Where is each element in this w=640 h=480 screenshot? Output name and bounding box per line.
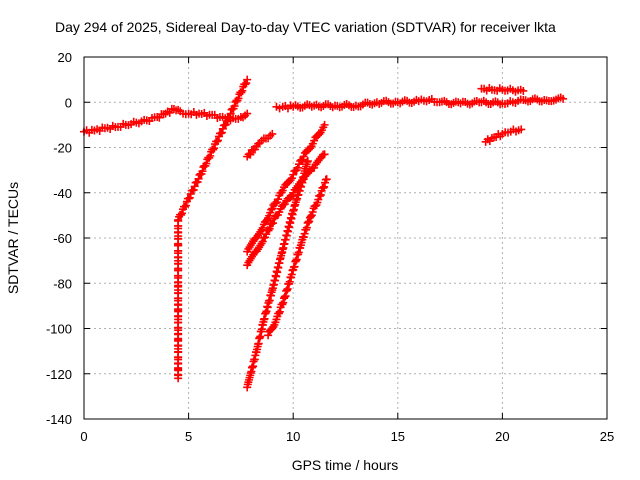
grid: [84, 57, 607, 419]
x-tick-label: 20: [495, 429, 509, 444]
data-point: [320, 120, 329, 129]
data-point: [316, 190, 325, 199]
data-points: [80, 75, 568, 392]
series: [272, 93, 568, 113]
series: [264, 175, 331, 340]
data-point: [269, 219, 278, 228]
x-tick-label: 10: [286, 429, 300, 444]
data-point: [182, 197, 191, 206]
data-point: [196, 169, 205, 178]
data-point: [191, 178, 200, 187]
series: [174, 75, 252, 383]
data-point: [278, 300, 287, 309]
y-tick-label: -60: [53, 231, 72, 246]
data-point: [246, 150, 255, 159]
data-point: [204, 153, 213, 162]
data-point: [207, 147, 216, 156]
data-point: [268, 204, 277, 213]
series: [243, 129, 277, 161]
data-point: [314, 195, 323, 204]
data-point: [303, 157, 312, 166]
series: [477, 83, 528, 96]
data-point: [239, 82, 248, 91]
series: [243, 120, 329, 256]
x-axis: 0 5 10 15 20 25: [80, 57, 614, 444]
data-point: [223, 113, 232, 122]
data-point: [268, 129, 277, 138]
data-point: [275, 307, 284, 316]
data-point: [264, 331, 273, 340]
data-point: [289, 170, 298, 179]
y-tick-label: -80: [53, 276, 72, 291]
data-point: [315, 191, 324, 200]
data-point: [190, 182, 199, 191]
data-point: [310, 163, 319, 172]
y-tick-label: -40: [53, 186, 72, 201]
y-tick-label: -100: [46, 322, 72, 337]
data-point: [274, 309, 283, 318]
data-point: [258, 223, 267, 232]
data-point: [218, 124, 227, 133]
data-point: [186, 189, 195, 198]
data-point: [286, 193, 295, 202]
x-tick-label: 5: [185, 429, 192, 444]
data-point: [320, 182, 329, 191]
data-point: [308, 207, 317, 216]
data-point: [200, 161, 209, 170]
data-point: [199, 163, 208, 172]
data-point: [287, 192, 296, 201]
data-point: [322, 175, 331, 184]
data-point: [287, 174, 296, 183]
data-point: [519, 86, 528, 95]
data-point: [243, 109, 252, 118]
y-tick-label: -140: [46, 412, 72, 427]
data-point: [319, 183, 328, 192]
y-tick-label: -20: [53, 141, 72, 156]
series: [243, 150, 329, 270]
data-point: [517, 125, 526, 134]
data-point: [251, 145, 260, 154]
data-point: [306, 212, 315, 221]
data-point: [203, 155, 212, 164]
data-point: [227, 105, 236, 114]
data-point: [293, 163, 302, 172]
data-point: [299, 152, 308, 161]
data-point: [174, 374, 183, 383]
data-point: [320, 150, 329, 159]
data-point: [264, 226, 273, 235]
x-tick-label: 25: [600, 429, 614, 444]
data-point: [195, 170, 204, 179]
data-point: [211, 140, 220, 149]
data-point: [263, 215, 272, 224]
y-axis: -140 -120 -100 -80 -60 -40 -20 0 20: [46, 50, 607, 427]
data-point: [258, 237, 267, 246]
data-point: [279, 298, 288, 307]
data-point: [228, 104, 237, 113]
x-tick-label: 15: [391, 429, 405, 444]
x-axis-label: GPS time / hours: [292, 457, 399, 473]
data-point: [231, 97, 240, 106]
y-tick-label: 0: [65, 95, 72, 110]
y-axis-label: SDTVAR / TECUs: [5, 182, 21, 294]
x-tick-label: 0: [80, 429, 87, 444]
chart-title: Day 294 of 2025, Sidereal Day-to-day VTE…: [55, 19, 556, 35]
data-point: [274, 195, 283, 204]
y-tick-label: 20: [58, 50, 72, 65]
data-point: [559, 94, 568, 103]
data-point: [179, 205, 188, 214]
data-point: [267, 205, 276, 214]
data-point: [232, 96, 241, 105]
data-point: [265, 224, 274, 233]
data-point: [235, 90, 244, 99]
y-tick-label: -120: [46, 367, 72, 382]
series: [481, 125, 526, 146]
data-point: [214, 132, 223, 141]
